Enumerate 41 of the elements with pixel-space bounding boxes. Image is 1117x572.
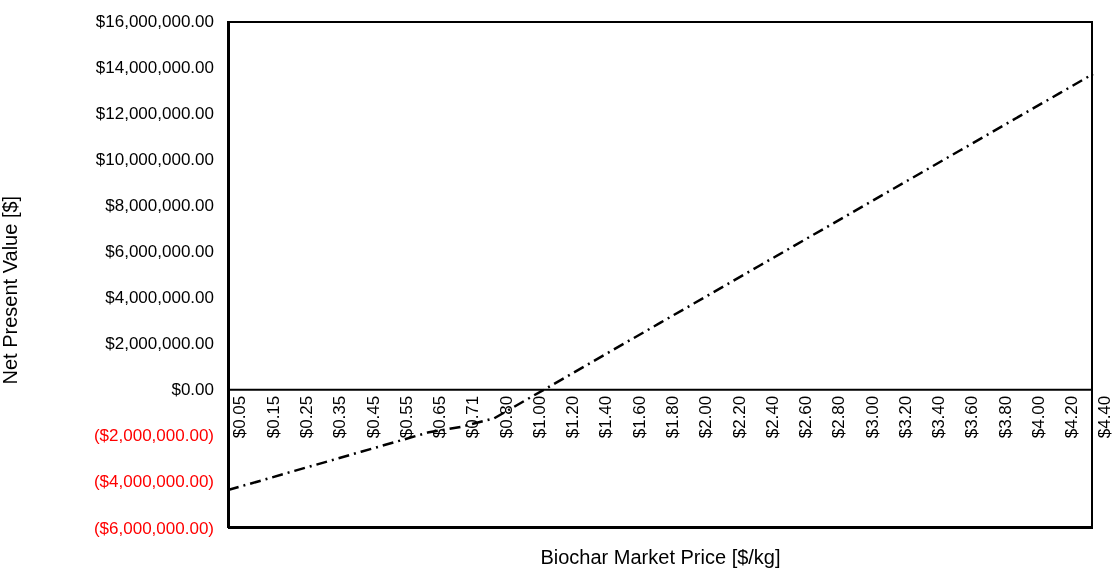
y-tick-label: $2,000,000.00 — [105, 334, 214, 354]
x-tick-label: $1.40 — [596, 395, 616, 439]
x-tick-label: $0.55 — [396, 395, 416, 439]
x-tick-label: $4.40 — [1095, 395, 1115, 439]
x-tick-label: $3.60 — [962, 395, 982, 439]
x-tick-label: $3.80 — [995, 395, 1015, 439]
y-tick-label: $14,000,000.00 — [95, 57, 214, 77]
x-tick-label: $0.25 — [297, 395, 317, 439]
x-tick-label: $0.45 — [363, 395, 383, 439]
y-tick-label: $0.00 — [171, 380, 214, 400]
x-tick-label: $3.20 — [895, 395, 915, 439]
y-tick-label: $12,000,000.00 — [95, 103, 214, 123]
x-tick-label: $2.00 — [696, 395, 716, 439]
y-tick-label: $6,000,000.00 — [105, 241, 214, 261]
y-tick-label: ($2,000,000.00) — [93, 426, 214, 446]
x-tick-label: $4.20 — [1062, 395, 1082, 439]
x-tick-label: $1.00 — [529, 395, 549, 439]
x-tick-label: $2.80 — [829, 395, 849, 439]
x-tick-label: $0.65 — [430, 395, 450, 439]
y-tick-label: $16,000,000.00 — [95, 11, 214, 31]
x-tick-label: $2.20 — [729, 395, 749, 439]
x-tick-label: $0.80 — [496, 395, 516, 439]
x-tick-label: $0.05 — [230, 395, 250, 439]
y-tick-label: $8,000,000.00 — [105, 195, 214, 215]
x-tick-label: $2.60 — [796, 395, 816, 439]
x-tick-label: $1.80 — [663, 395, 682, 439]
x-tick-label: $4.00 — [1028, 395, 1048, 439]
x-tick-label: $3.00 — [862, 395, 882, 439]
x-tick-label: $0.15 — [263, 395, 283, 439]
y-tick-label: ($6,000,000.00) — [93, 518, 214, 538]
x-tick-label: $0.71 — [463, 395, 483, 439]
x-tick-label: $2.40 — [762, 395, 782, 439]
x-tick-label: $1.20 — [563, 395, 583, 439]
x-tick-label: $0.35 — [330, 395, 350, 439]
x-tick-label: $1.60 — [629, 395, 649, 439]
x-tick-label: $3.40 — [929, 395, 949, 439]
y-tick-label: $10,000,000.00 — [95, 149, 214, 169]
x-axis-title: Biochar Market Price [$/kg] — [540, 546, 781, 568]
y-tick-label: ($4,000,000.00) — [93, 472, 214, 492]
y-tick-label: $4,000,000.00 — [105, 288, 214, 308]
y-axis-title: Net Present Value [$] — [0, 195, 22, 385]
